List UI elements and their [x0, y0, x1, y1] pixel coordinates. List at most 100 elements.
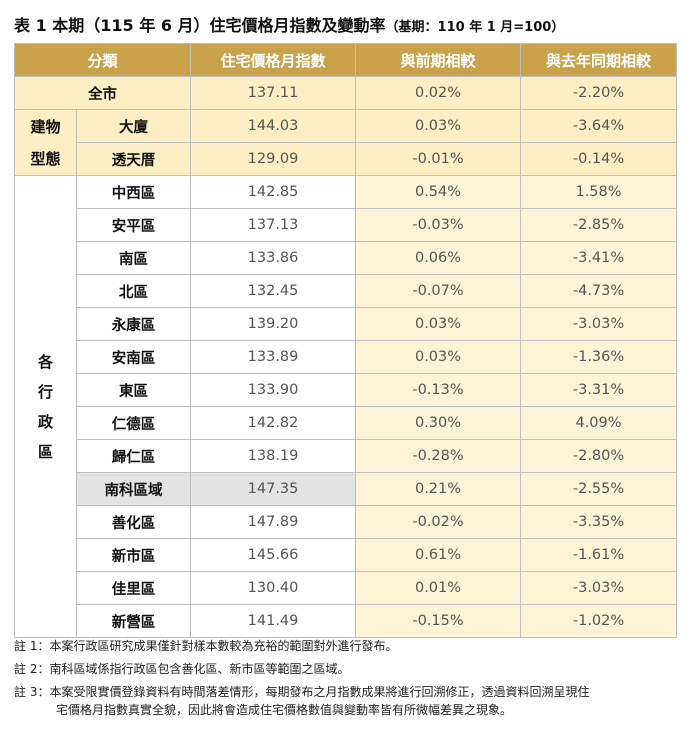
row-label: 永康區	[75, 307, 192, 341]
table-row: 建物 型態 大廈 144.03 0.03% -3.64%	[14, 109, 678, 176]
header-category: 分類	[13, 43, 192, 77]
row-yoy: -1.61%	[520, 538, 678, 572]
row-index: 142.85	[190, 175, 357, 209]
header-prev: 與前期相較	[355, 43, 522, 77]
row-yoy: -1.36%	[520, 340, 678, 374]
row-index: 132.45	[190, 274, 357, 308]
row-index: 133.89	[190, 340, 357, 374]
table-row: 新營區 141.49 -0.15% -1.02%	[15, 604, 678, 638]
row-index: 145.66	[190, 538, 357, 572]
row-prev: -0.13%	[355, 373, 522, 407]
header-row: 分類 住宅價格月指數 與前期相較 與去年同期相較	[13, 43, 678, 77]
row-yoy: -3.64%	[520, 109, 678, 143]
row-label: 透天厝	[75, 142, 192, 176]
row-label: 南科區域	[75, 472, 192, 506]
row-yoy: -2.55%	[520, 472, 678, 506]
row-label: 東區	[75, 373, 192, 407]
row-label: 新營區	[75, 604, 192, 638]
row-index: 133.86	[190, 241, 357, 275]
housing-index-table: 分類 住宅價格月指數 與前期相較 與去年同期相較 全市 137.11 0.02%…	[13, 43, 678, 638]
row-yoy: -4.73%	[520, 274, 678, 308]
row-prev: -0.02%	[355, 505, 522, 539]
table-row: 安平區 137.13 -0.03% -2.85%	[15, 208, 678, 242]
row-yoy: -3.03%	[520, 307, 678, 341]
table-row: 新市區 145.66 0.61% -1.61%	[15, 538, 678, 572]
table-row: 南科區域 147.35 0.21% -2.55%	[15, 472, 678, 506]
row-index: 139.20	[190, 307, 357, 341]
group-label-building-type: 建物 型態	[14, 109, 77, 176]
table-row: 善化區 147.89 -0.02% -3.35%	[15, 505, 678, 539]
row-prev: 0.30%	[355, 406, 522, 440]
row-label: 佳里區	[75, 571, 192, 605]
row-index: 129.09	[190, 142, 357, 176]
table-row: 佳里區 130.40 0.01% -3.03%	[15, 571, 678, 605]
row-index: 147.89	[190, 505, 357, 539]
row-label: 全市	[13, 76, 192, 110]
row-index: 142.82	[190, 406, 357, 440]
table-row: 全市 137.11 0.02% -2.20%	[13, 76, 678, 110]
row-index: 133.90	[190, 373, 357, 407]
row-prev: 0.01%	[355, 571, 522, 605]
row-yoy: 1.58%	[520, 175, 678, 209]
table-title-main: 表 1 本期（115 年 6 月）住宅價格月指數及變動率	[14, 16, 386, 35]
header-yoy: 與去年同期相較	[520, 43, 678, 77]
row-yoy: -1.02%	[520, 604, 678, 638]
row-label: 中西區	[75, 175, 192, 209]
row-yoy: -3.41%	[520, 241, 678, 275]
row-label: 善化區	[75, 505, 192, 539]
footnote-2: 註 2：南科區域係指行政區包含善化區、新市區等範圍之區域。	[14, 662, 350, 676]
table-title: 表 1 本期（115 年 6 月）住宅價格月指數及變動率（基期：110 年 1 …	[14, 12, 564, 36]
row-label: 南區	[75, 241, 192, 275]
header-index: 住宅價格月指數	[190, 43, 357, 77]
row-prev: 0.21%	[355, 472, 522, 506]
table-row: 南區 133.86 0.06% -3.41%	[15, 241, 678, 275]
row-prev: 0.03%	[355, 340, 522, 374]
row-index: 130.40	[190, 571, 357, 605]
row-prev: 0.06%	[355, 241, 522, 275]
row-yoy: -2.20%	[520, 76, 678, 110]
row-label: 歸仁區	[75, 439, 192, 473]
row-prev: 0.03%	[355, 307, 522, 341]
footnote-1: 註 1：本案行政區研究成果僅針對樣本數較為充裕的範圍對外進行發布。	[14, 639, 398, 653]
row-label: 大廈	[75, 109, 192, 143]
row-prev: 0.61%	[355, 538, 522, 572]
row-index: 141.49	[190, 604, 357, 638]
table-row: 東區 133.90 -0.13% -3.31%	[15, 373, 678, 407]
row-label: 安南區	[75, 340, 192, 374]
table-row: 永康區 139.20 0.03% -3.03%	[15, 307, 678, 341]
table-row: 歸仁區 138.19 -0.28% -2.80%	[15, 439, 678, 473]
row-prev: 0.03%	[355, 109, 522, 143]
row-prev: -0.07%	[355, 274, 522, 308]
row-yoy: 4.09%	[520, 406, 678, 440]
row-prev: 0.02%	[355, 76, 522, 110]
row-yoy: -3.35%	[520, 505, 678, 539]
footnotes: 註 1：本案行政區研究成果僅針對樣本數較為充裕的範圍對外進行發布。 註 2：南科…	[14, 637, 690, 724]
row-label: 仁德區	[75, 406, 192, 440]
row-prev: -0.01%	[355, 142, 522, 176]
table-row: 仁德區 142.82 0.30% 4.09%	[15, 406, 678, 440]
row-yoy: -0.14%	[520, 142, 678, 176]
row-prev: -0.15%	[355, 604, 522, 638]
table-row: 透天厝 129.09 -0.01% -0.14%	[15, 142, 678, 176]
row-yoy: -2.85%	[520, 208, 678, 242]
table-title-base: （基期：110 年 1 月=100）	[385, 20, 565, 35]
row-prev: 0.54%	[355, 175, 522, 209]
row-prev: -0.03%	[355, 208, 522, 242]
row-index: 137.11	[190, 76, 357, 110]
table-row: 北區 132.45 -0.07% -4.73%	[15, 274, 678, 308]
row-index: 147.35	[190, 472, 357, 506]
table-row: 安南區 133.89 0.03% -1.36%	[15, 340, 678, 374]
row-index: 138.19	[190, 439, 357, 473]
row-yoy: -3.03%	[520, 571, 678, 605]
table-row: 各行政區中西區 142.85 0.54% 1.58%	[14, 175, 678, 638]
row-index: 144.03	[190, 109, 357, 143]
row-label: 新市區	[75, 538, 192, 572]
row-yoy: -3.31%	[520, 373, 678, 407]
row-prev: -0.28%	[355, 439, 522, 473]
row-label: 安平區	[75, 208, 192, 242]
footnote-3: 註 3：本案受限實價登錄資料有時間落差情形，每期發布之月指數成果將進行回溯修正，…	[14, 685, 590, 717]
row-index: 137.13	[190, 208, 357, 242]
row-label: 北區	[75, 274, 192, 308]
group-label-district: 各行政區	[14, 175, 77, 638]
row-yoy: -2.80%	[520, 439, 678, 473]
